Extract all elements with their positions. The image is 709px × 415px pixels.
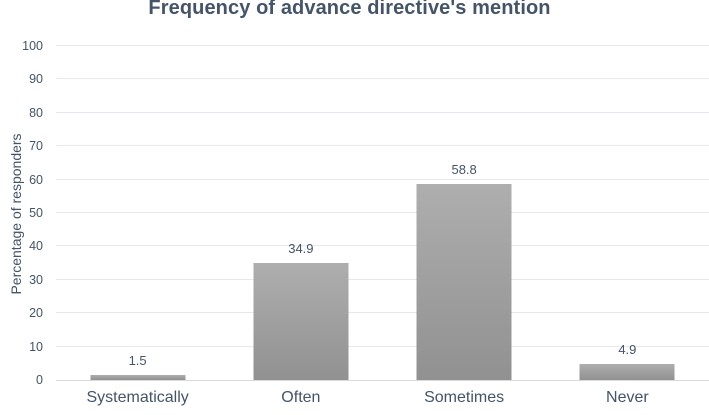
- gridline: [56, 212, 709, 213]
- gridline: [56, 78, 709, 80]
- gridline: [56, 45, 709, 46]
- gridline: [56, 245, 709, 247]
- y-tick-label: 60: [29, 172, 43, 187]
- y-tick-label: 90: [29, 72, 43, 87]
- bar-group-never: 4.9 Never: [546, 46, 709, 406]
- y-tick-label: 20: [29, 306, 43, 321]
- data-label: 58.8: [451, 161, 477, 177]
- data-label: 34.9: [288, 241, 314, 257]
- y-tick-label: 50: [29, 206, 43, 220]
- bar-group-systematically: 1.5 Systematically: [56, 46, 219, 406]
- gridline: [56, 278, 709, 280]
- x-category-label: Often: [281, 389, 321, 406]
- x-category-label: Systematically: [86, 389, 189, 406]
- x-category-label: Never: [606, 389, 649, 406]
- data-label: 1.5: [128, 353, 147, 368]
- plot-area: 1.5 Systematically 34.9 Often 58.8 Sometimes 4…: [56, 45, 709, 406]
- bar-never: [579, 363, 675, 380]
- y-tick-label: 40: [29, 239, 43, 254]
- y-tick-label: 10: [29, 339, 43, 354]
- bar-group-often: 34.9 Often: [219, 46, 382, 406]
- bar-group-sometimes: 58.8 Sometimes: [383, 46, 546, 406]
- gridline: [56, 178, 709, 180]
- x-category-label: Sometimes: [424, 389, 505, 406]
- y-tick-label: 70: [29, 139, 43, 154]
- y-tick-label: 100: [22, 39, 43, 53]
- bar-systematically: [90, 375, 186, 380]
- gridline: [56, 145, 709, 147]
- bar-often: [253, 263, 349, 380]
- y-tick-label: 30: [29, 272, 43, 287]
- y-tick-label: 0: [36, 373, 43, 387]
- gridline: [56, 345, 709, 347]
- bar-sometimes: [416, 183, 512, 380]
- gridline: [56, 312, 709, 314]
- gridline: [56, 111, 709, 113]
- y-tick-label: 80: [29, 105, 43, 120]
- data-label: 4.9: [618, 341, 637, 357]
- x-axis-line: [56, 380, 709, 381]
- chart-title: Frequency of advance directive's mention: [148, 0, 551, 19]
